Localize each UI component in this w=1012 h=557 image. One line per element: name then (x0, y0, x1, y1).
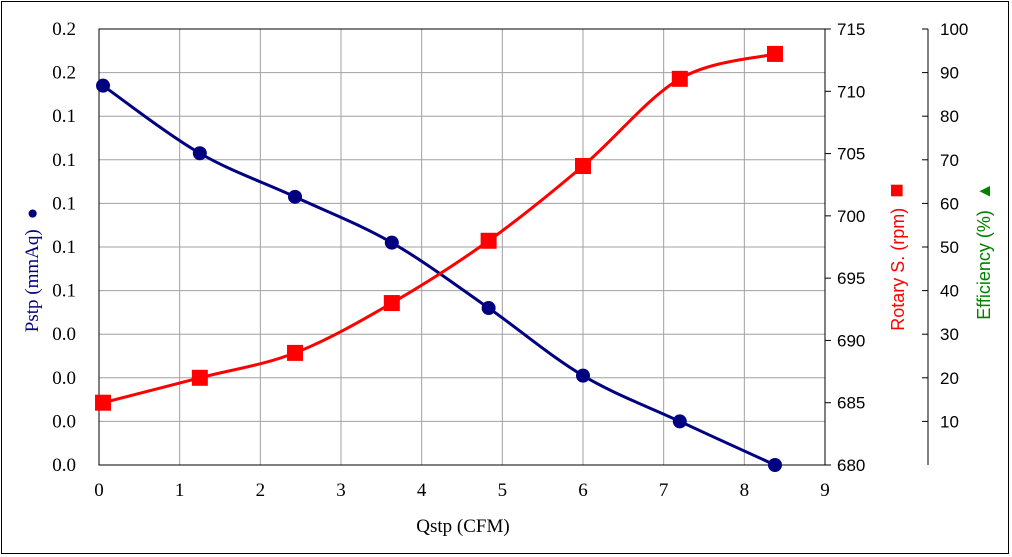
y-right2-tick-label: 100 (940, 20, 968, 39)
data-point-rotary (480, 232, 497, 249)
data-point-rotary (383, 295, 400, 312)
y-right2-tick-label: 80 (940, 107, 959, 126)
left-axis-title-group: Pstp (mmAq) ● (22, 208, 43, 332)
x-tick-label: 8 (740, 480, 750, 501)
x-tick-label: 0 (94, 480, 104, 501)
y-left-tick-label: 0.1 (52, 193, 76, 214)
y-left-tick-label: 0.1 (52, 106, 76, 127)
grid (99, 29, 825, 465)
data-point-rotary (766, 45, 783, 62)
y-right2-tick-label: 40 (940, 282, 959, 301)
x-tick-label: 3 (336, 480, 346, 501)
square-marker-icon: ■ (883, 183, 910, 198)
y-right2-tick-label: 70 (940, 151, 959, 170)
y-right-tick-label: 705 (837, 145, 865, 164)
data-point-pstp (481, 301, 496, 316)
y-left-tick-label: 0.2 (52, 19, 76, 40)
circle-marker-icon: ● (22, 208, 43, 219)
data-point-pstp (672, 414, 687, 429)
y-left-tick-label: 0.2 (52, 63, 76, 84)
y-right-tick-label: 700 (837, 207, 865, 226)
y-right2-tick-label: 60 (940, 194, 959, 213)
y-left-tick-label: 0.0 (52, 368, 76, 389)
data-point-rotary (191, 369, 208, 386)
x-tick-label: 1 (175, 480, 185, 501)
data-point-rotary (671, 70, 688, 87)
right-axis-title-group: Rotary S. (rpm) ■ (883, 183, 910, 331)
y-right-tick-label: 710 (837, 82, 865, 101)
y-right2-tick-label: 10 (940, 412, 959, 431)
x-tick-label: 5 (498, 480, 508, 501)
left-axis-title: Pstp (mmAq) (22, 229, 43, 332)
x-tick-label: 6 (578, 480, 588, 501)
y-right-tick-label: 695 (837, 269, 865, 288)
series-line-rotary-s- (102, 52, 776, 405)
data-point-pstp (192, 146, 207, 161)
data-point-rotary (575, 158, 591, 175)
data-point-rotary (95, 394, 112, 411)
y-right2-tick-label: 30 (940, 325, 959, 344)
axes: 0 1 2 3 4 5 6 7 8 9 0.0 0.0 0.0 0.0 0.1 0.1 0.1 0.1 0.1 0.2… (52, 19, 968, 501)
data-point-pstp (96, 78, 111, 93)
y-left-tick-label: 0.0 (52, 324, 76, 345)
y-right-tick-label: 690 (837, 331, 865, 350)
right2-axis-title-group: Efficiency (%) ▲ (974, 182, 994, 320)
y-left-tick-label: 0.1 (52, 281, 76, 302)
x-tick-label: 4 (417, 480, 427, 501)
series-layer (95, 45, 783, 472)
y-right2-tick-label: 90 (940, 64, 959, 83)
right-axis-title-rotary: Rotary S. (rpm) (888, 208, 908, 331)
svg-text:Pstp (mmAq)●: Pstp (mmAq) ● (22, 208, 43, 332)
y-right2-tick-label: 50 (940, 238, 959, 257)
y-right-tick-label: 680 (837, 456, 865, 475)
x-tick-label: 9 (820, 480, 830, 501)
data-point-pstp (767, 458, 782, 472)
y-left-tick-label: 0.1 (52, 150, 76, 171)
y-left-tick-label: 0.0 (52, 455, 76, 476)
svg-text:Rotary S. (rpm)■: Rotary S. (rpm) ■ (883, 183, 910, 331)
data-point-pstp (384, 235, 399, 250)
plot-area-border (98, 28, 826, 466)
svg-text:Efficiency (%)▲: Efficiency (%) ▲ (974, 182, 994, 320)
x-axis-title: Qstp (CFM) (416, 516, 509, 537)
data-point-pstp (576, 368, 590, 383)
data-point-rotary (287, 344, 304, 361)
y-left-tick-label: 0.0 (52, 411, 76, 432)
x-tick-label: 7 (659, 480, 669, 501)
triangle-marker-icon: ▲ (974, 182, 994, 200)
right-axis-title-efficiency: Efficiency (%) (974, 210, 994, 320)
data-point-pstp (288, 189, 303, 204)
y-right-tick-label: 685 (837, 394, 865, 413)
x-tick-label: 2 (256, 480, 266, 501)
y-left-tick-label: 0.1 (52, 237, 76, 258)
y-right-tick-label: 715 (837, 20, 865, 39)
y-right2-tick-label: 20 (940, 369, 959, 388)
